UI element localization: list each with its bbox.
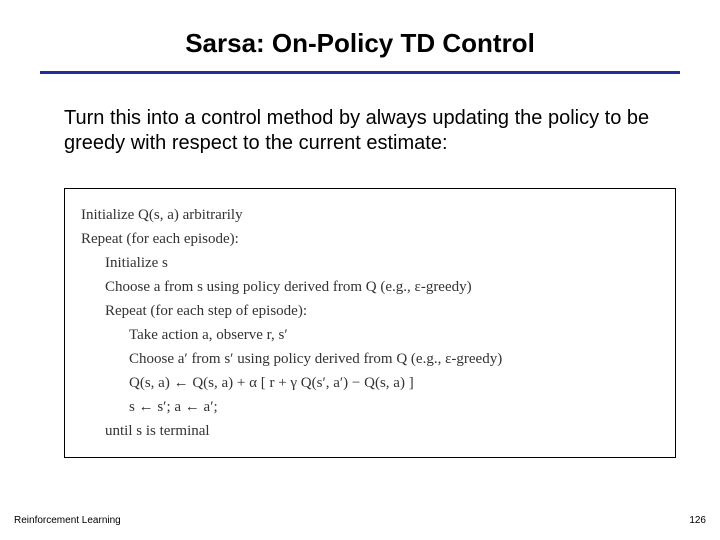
algo-line: Take action a, observe r, s′ xyxy=(129,323,659,347)
slide-title: Sarsa: On-Policy TD Control xyxy=(40,28,680,71)
algo-line: Initialize Q(s, a) arbitrarily xyxy=(81,203,659,227)
algo-line: Q(s, a) ← Q(s, a) + α [ r + γ Q(s′, a′) … xyxy=(129,371,659,395)
algo-line: Choose a′ from s′ using policy derived f… xyxy=(129,347,659,371)
body-text: Turn this into a control method by alway… xyxy=(64,106,676,156)
algo-line: Repeat (for each step of episode): xyxy=(105,299,659,323)
slide: Sarsa: On-Policy TD Control Turn this in… xyxy=(0,0,720,540)
footer: Reinforcement Learning 126 xyxy=(14,515,706,526)
algo-line: Initialize s xyxy=(105,251,659,275)
title-rule xyxy=(40,71,680,74)
algorithm-box: Initialize Q(s, a) arbitrarily Repeat (f… xyxy=(64,188,676,458)
algo-line: s ← s′; a ← a′; xyxy=(129,395,659,419)
algo-line: Repeat (for each episode): xyxy=(81,227,659,251)
algo-line: until s is terminal xyxy=(105,419,659,443)
algo-line: Choose a from s using policy derived fro… xyxy=(105,275,659,299)
footer-left: Reinforcement Learning xyxy=(14,515,121,526)
footer-right: 126 xyxy=(689,515,706,526)
